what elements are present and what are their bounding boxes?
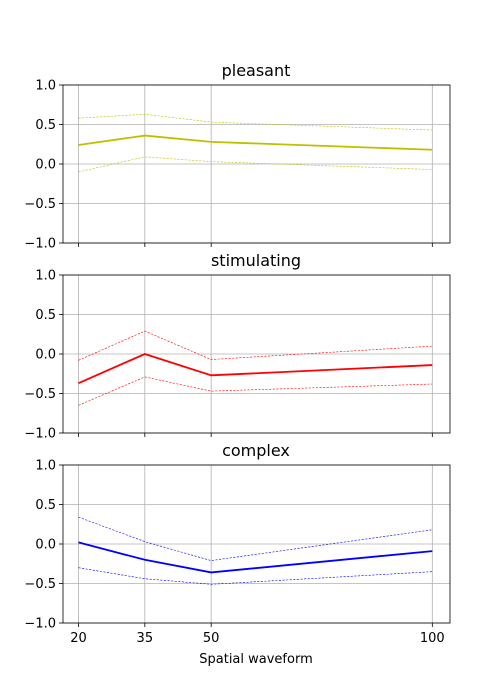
x-tick-label: 50 [203, 631, 220, 646]
upper-bound-line [78, 113, 433, 131]
subplot-title: complex [222, 441, 290, 460]
subplot-title: stimulating [211, 251, 301, 270]
lower-bound-line [78, 376, 433, 406]
y-tick-label: 0.0 [35, 538, 56, 553]
y-tick-label: 0.5 [35, 118, 56, 133]
subplot-title: pleasant [222, 61, 291, 80]
y-tick-label: −0.5 [24, 197, 56, 212]
x-tick-label: 20 [70, 631, 87, 646]
subplot-stimulating: stimulating 1.0 0.5 0.0 −0.5 −1.0 [24, 251, 451, 442]
subplot-pleasant: pleasant 1.0 0.5 0.0 −0.5 −1.0 [24, 61, 451, 252]
subplot-complex: complex 1.0 0.5 0.0 −0.5 −1.0 20 35 50 100 Spati… [24, 441, 451, 667]
lower-bound-line [78, 567, 433, 585]
x-tick-label: 35 [137, 631, 154, 646]
upper-bound-line [78, 516, 433, 561]
y-tick-label: −0.5 [24, 387, 56, 402]
mean-line [78, 353, 433, 385]
y-tick-label: 1.0 [35, 459, 56, 474]
y-tick-label: 1.0 [35, 79, 56, 94]
mean-line [78, 541, 433, 574]
mean-line [78, 134, 433, 151]
y-tick-label: −0.5 [24, 577, 56, 592]
y-tick-label: 0.0 [35, 348, 56, 363]
y-tick-label: −1.0 [24, 427, 56, 442]
y-tick-label: −1.0 [24, 617, 56, 632]
upper-bound-line [78, 330, 433, 361]
y-tick-label: 0.5 [35, 498, 56, 513]
x-axis-label: Spatial waveform [199, 652, 313, 667]
y-tick-label: 0.0 [35, 158, 56, 173]
x-tick-label: 100 [420, 631, 445, 646]
y-tick-label: 1.0 [35, 269, 56, 284]
y-tick-label: 0.5 [35, 308, 56, 323]
lower-bound-line [78, 156, 433, 173]
y-tick-label: −1.0 [24, 237, 56, 252]
